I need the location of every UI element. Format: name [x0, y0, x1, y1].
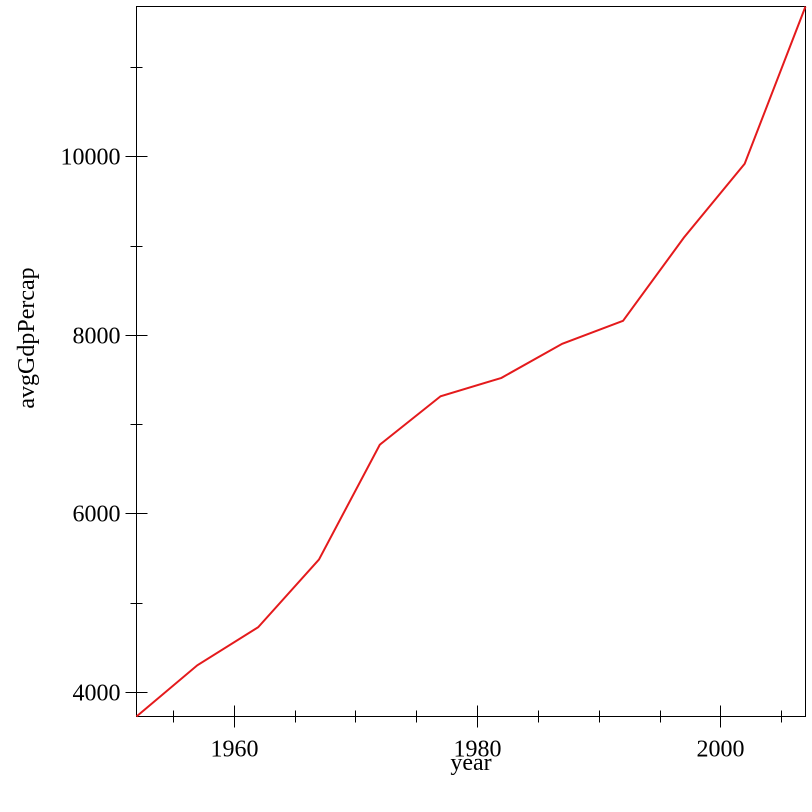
- y-tick-label: 8000: [73, 324, 121, 350]
- y-tick-label: 10000: [61, 145, 121, 171]
- x-tick-label: 2000: [697, 737, 745, 763]
- plot-frame: [136, 6, 806, 717]
- series-line-avgGdpPercap: [135, 6, 807, 718]
- y-tick-label: 6000: [73, 502, 121, 528]
- ticks: [125, 67, 782, 728]
- y-axis-label: avgGdpPercap: [14, 267, 40, 408]
- tick-labels: 1960 1980 2000 4000 6000 8000 10000: [61, 145, 745, 763]
- x-tick-label: 1980: [454, 737, 502, 763]
- x-axis-label: year: [450, 750, 491, 776]
- x-tick-label: 1960: [211, 737, 259, 763]
- y-tick-label: 4000: [73, 681, 121, 707]
